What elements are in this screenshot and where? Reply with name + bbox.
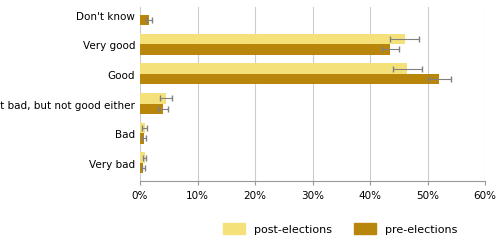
Bar <box>140 15 148 26</box>
Bar <box>140 153 144 163</box>
Bar <box>140 134 144 144</box>
Bar <box>140 163 143 174</box>
Legend: post-elections, pre-elections: post-elections, pre-elections <box>218 218 462 239</box>
Bar <box>140 123 144 134</box>
Bar <box>140 45 390 55</box>
Bar <box>140 75 439 85</box>
Bar <box>140 94 166 104</box>
Bar <box>140 64 407 75</box>
Bar <box>140 35 404 45</box>
Bar <box>140 104 163 114</box>
